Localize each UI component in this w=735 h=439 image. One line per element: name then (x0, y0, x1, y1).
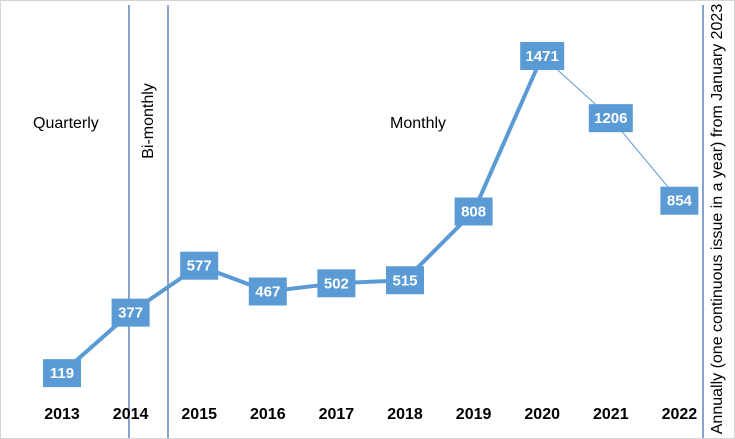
data-label: 502 (324, 275, 349, 292)
data-point: 1471 (520, 42, 565, 70)
data-label-box (386, 266, 424, 295)
data-label: 467 (255, 284, 280, 301)
data-label-box (317, 269, 356, 298)
data-point: 577 (180, 251, 219, 280)
data-label-box (111, 298, 150, 327)
period-label-bimonthly: Bi-monthly (140, 83, 157, 159)
data-label: 854 (667, 193, 693, 210)
data-point: 467 (248, 277, 287, 306)
data-label: 119 (50, 365, 74, 382)
data-label-box (454, 197, 493, 226)
data-label-box (660, 186, 699, 215)
x-tick-label: 2018 (387, 406, 423, 423)
x-tick-label: 2020 (524, 406, 560, 423)
period-label-quarterly: Quarterly (33, 115, 99, 132)
data-label-box (588, 104, 633, 133)
data-label: 1206 (594, 110, 627, 127)
period-dividers (128, 5, 704, 438)
x-tick-label: 2017 (319, 406, 355, 423)
x-tick-label: 2015 (181, 406, 217, 423)
data-label: 1471 (526, 48, 559, 65)
x-tick-label: 2014 (113, 406, 149, 423)
x-tick-label: 2013 (44, 406, 80, 423)
x-tick-label: 2019 (456, 406, 492, 423)
x-tick-label: 2021 (593, 406, 629, 423)
data-point: 808 (454, 197, 493, 226)
period-label-monthly: Monthly (390, 115, 446, 132)
data-point: 515 (386, 266, 424, 295)
data-points: 119 377 577 467 502 515 808 1471 1206 854 (43, 42, 699, 388)
x-tick-label: 2022 (662, 406, 698, 423)
data-label: 377 (118, 305, 143, 322)
data-label-box (520, 42, 565, 70)
data-point: 854 (660, 186, 699, 215)
data-point: 119 (43, 359, 81, 388)
data-point: 1206 (588, 104, 633, 133)
data-label-box (180, 251, 219, 280)
x-axis-ticks: 2013 2014 2015 2016 2017 2018 2019 2020 2021 2022 (44, 406, 697, 423)
period-label-annually: Annually (one continuous issue in a year… (709, 4, 726, 435)
data-label: 515 (392, 272, 417, 289)
data-label-box (248, 277, 287, 306)
series-segment (471, 54, 545, 214)
data-label: 808 (461, 204, 486, 221)
data-point: 502 (317, 269, 356, 298)
x-tick-label: 2016 (250, 406, 286, 423)
data-label-box (43, 359, 81, 388)
data-point: 377 (111, 298, 150, 327)
data-label: 577 (187, 258, 212, 275)
